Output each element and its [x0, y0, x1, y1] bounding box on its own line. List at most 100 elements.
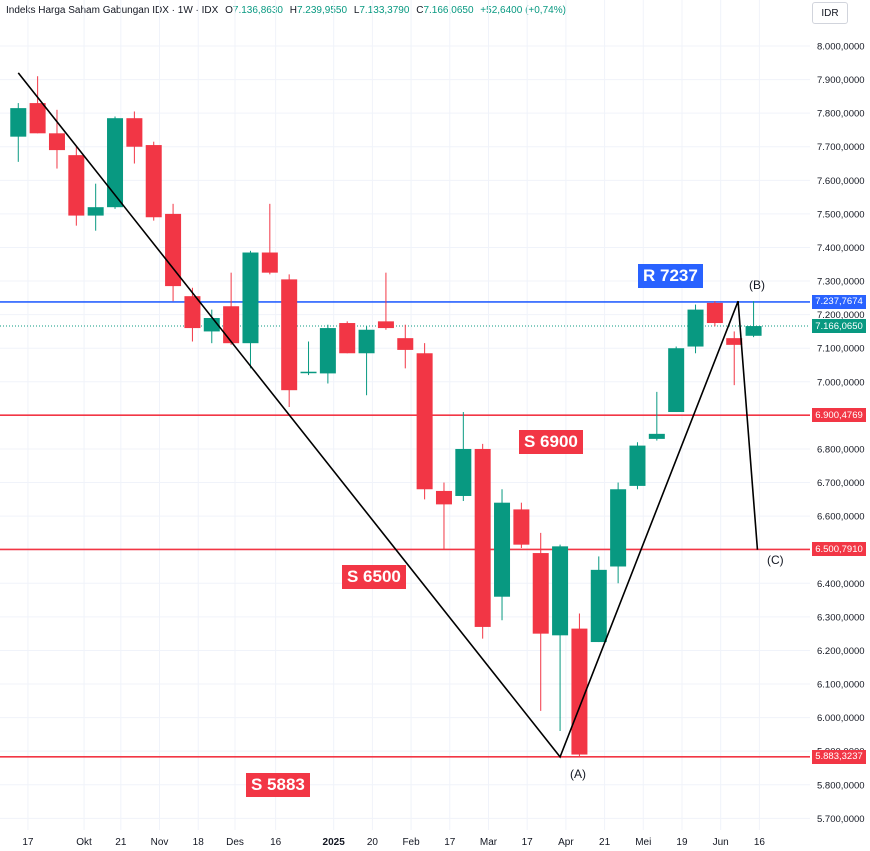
candle-up — [687, 309, 704, 347]
y-tick-label: 6.700,0000 — [817, 478, 865, 489]
x-tick-label: 2025 — [323, 837, 346, 848]
abc-wave-line — [17, 72, 759, 759]
x-tick-label: 19 — [676, 837, 688, 848]
candle-down — [339, 323, 356, 354]
candle-up — [610, 489, 627, 567]
candle-down — [571, 628, 588, 755]
candle-up — [668, 348, 685, 413]
x-tick-label: 17 — [22, 837, 34, 848]
y-tick-label: 6.600,0000 — [817, 512, 865, 523]
legend-open-value: 7.136,8630 — [232, 5, 283, 16]
y-tick-label: 6.800,0000 — [817, 444, 865, 455]
resistance-price-tag: 7.237,7674 — [812, 294, 866, 309]
support-5883-label: S 5883 — [246, 773, 310, 797]
resistance-7237-label: R 7237 — [638, 264, 703, 288]
candle-down — [281, 279, 298, 391]
legend-change: +52,6400 (+0,74%) — [480, 5, 566, 16]
x-tick-label: Nov — [151, 837, 169, 848]
x-tick-label: Okt — [76, 837, 92, 848]
y-tick-label: 6.200,0000 — [817, 646, 865, 657]
candle-down — [261, 252, 278, 273]
price-levels — [0, 301, 810, 758]
legend-high-value: 7.239,9550 — [296, 5, 348, 16]
candle-down — [532, 553, 549, 634]
x-tick-label: 17 — [522, 837, 534, 848]
support-price-tag: 6.500,7910 — [812, 542, 866, 557]
support-price-tag: 6.900,4769 — [812, 408, 866, 423]
currency-selector[interactable]: IDR — [812, 2, 848, 24]
x-tick-label: Mar — [480, 837, 498, 848]
candle-up — [242, 252, 259, 344]
candle-down — [48, 133, 65, 151]
candle-down — [165, 213, 182, 287]
legend-low-label: L — [353, 5, 360, 16]
candle-up — [648, 433, 665, 439]
x-tick-label: 17 — [444, 837, 456, 848]
x-tick-label: Feb — [402, 837, 420, 848]
candle-up — [358, 329, 375, 354]
y-tick-label: 7.400,0000 — [817, 243, 865, 254]
y-tick-label: 6.000,0000 — [817, 713, 865, 724]
x-tick-label: 20 — [367, 837, 379, 848]
candle-up — [629, 445, 646, 486]
y-tick-label: 7.000,0000 — [817, 377, 865, 388]
y-axis: 8.000,0000 7.900,0000 7.800,0000 7.700,0000… — [817, 42, 865, 825]
y-tick-label: 7.100,0000 — [817, 344, 865, 355]
chart-legend: Indeks Harga Saham Gabungan IDX · 1W · I… — [6, 5, 566, 16]
candle-up — [455, 448, 472, 496]
candle-down — [397, 338, 414, 350]
candle-up — [87, 207, 104, 216]
candle-up — [590, 569, 607, 643]
legend-close-value: 7.166,0650 — [423, 5, 474, 16]
candle-down — [145, 145, 162, 218]
x-tick-label: 21 — [115, 837, 127, 848]
y-tick-label: 7.600,0000 — [817, 176, 865, 187]
current-price-tag: 7.166,0650 — [812, 319, 866, 334]
y-tick-label: 7.500,0000 — [817, 209, 865, 220]
legend-title: Indeks Harga Saham Gabungan IDX · 1W · I… — [6, 5, 219, 16]
candles — [10, 76, 762, 757]
y-tick-label: 5.800,0000 — [817, 780, 865, 791]
support-6500-label: S 6500 — [342, 565, 406, 589]
x-axis: 17 Okt 21 Nov 18 Des 16 2025 20 Feb 17 Mar 17 Apr 21 Me… — [22, 837, 765, 848]
candle-down — [223, 306, 240, 344]
candle-down — [726, 338, 743, 345]
legend-open-label: O — [225, 5, 233, 16]
candle-down — [416, 353, 433, 490]
candle-down — [435, 490, 452, 505]
candle-up — [300, 371, 317, 374]
candle-up — [319, 328, 336, 374]
candle-down — [68, 155, 85, 216]
wave-c-label: (C) — [767, 553, 784, 567]
y-tick-label: 8.000,0000 — [817, 42, 865, 53]
x-tick-label: Des — [226, 837, 244, 848]
x-tick-label: 21 — [599, 837, 611, 848]
candle-down — [377, 321, 394, 329]
y-tick-label: 7.800,0000 — [817, 109, 865, 120]
candle-up — [10, 108, 27, 137]
x-tick-label: 16 — [754, 837, 766, 848]
support-price-tag: 5.883,3237 — [812, 749, 866, 764]
candle-down — [474, 448, 491, 627]
candle-down — [184, 296, 201, 329]
y-tick-label: 5.700,0000 — [817, 814, 865, 825]
candle-up — [745, 326, 762, 336]
x-tick-label: 18 — [193, 837, 205, 848]
y-tick-label: 7.300,0000 — [817, 277, 865, 288]
grid-layer — [0, 0, 810, 830]
y-tick-label: 7.700,0000 — [817, 142, 865, 153]
wave-b-label: (B) — [749, 278, 765, 292]
candle-up — [494, 502, 511, 597]
x-tick-label: Mei — [635, 837, 651, 848]
legend-high-label: H — [289, 5, 297, 16]
support-6900-label: S 6900 — [519, 430, 583, 454]
candle-up — [107, 118, 124, 208]
candle-down — [706, 302, 723, 324]
legend-low-value: 7.133,3790 — [359, 5, 410, 16]
y-tick-label: 6.100,0000 — [817, 680, 865, 691]
candle-down — [126, 118, 143, 147]
candle-down — [513, 509, 530, 545]
legend-close-label: C — [416, 5, 424, 16]
y-tick-label: 7.900,0000 — [817, 75, 865, 86]
